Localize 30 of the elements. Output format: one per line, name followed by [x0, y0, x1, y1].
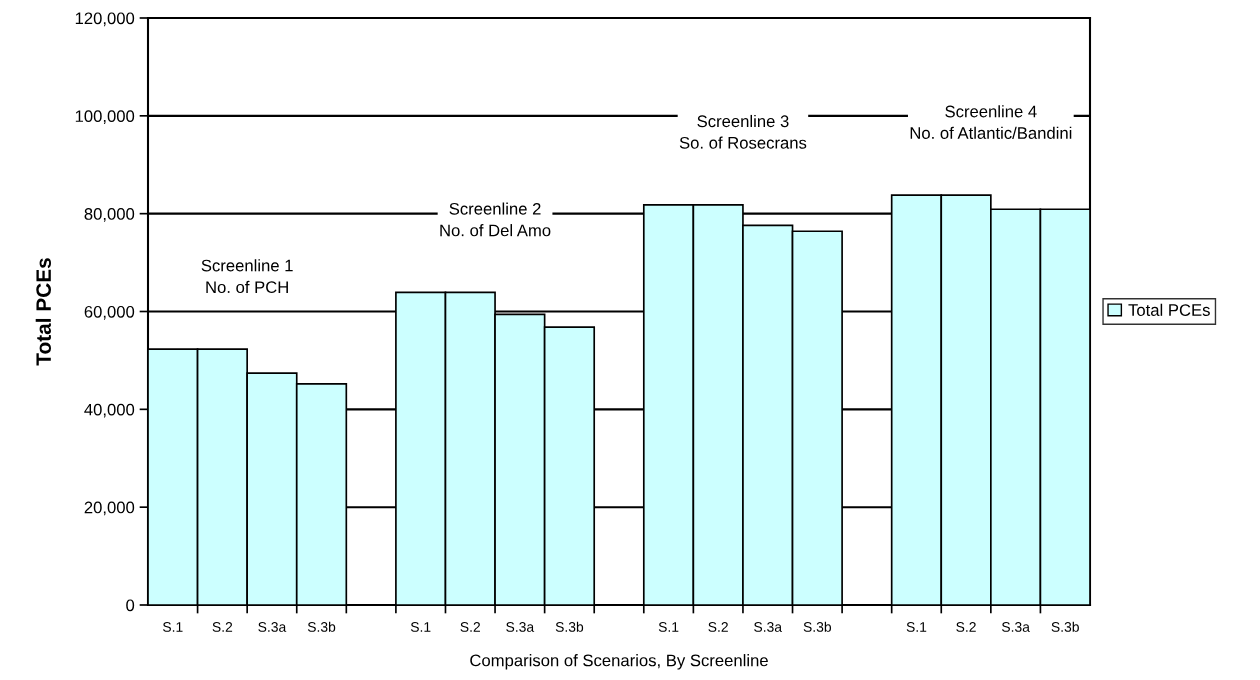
x-tick-label: S.1	[906, 622, 927, 632]
y-tick-label: 0	[126, 599, 135, 612]
x-tick-label: S.2	[956, 622, 976, 632]
x-tick-label: S.2	[460, 622, 480, 632]
x-tick-label: S.1	[163, 622, 183, 632]
annotation: Screenline 3 So. of Rosecrans	[679, 114, 807, 149]
x-tick-label: S.2	[708, 622, 728, 632]
annotation: Screenline 1 No. of PCH	[201, 259, 293, 294]
y-tick-label: 60,000	[84, 305, 135, 320]
y-axis-title: Total PCEs	[35, 258, 51, 366]
x-tick-label: S.3b	[803, 621, 832, 632]
x-tick-label: S.3a	[754, 622, 783, 632]
y-tick-label: 80,000	[84, 208, 135, 222]
x-tick-label: S.1	[658, 622, 679, 632]
y-tick-label: 120,000	[75, 12, 135, 27]
y-tick-label: 40,000	[84, 403, 135, 418]
y-tick-label: 20,000	[84, 501, 135, 516]
x-tick-label: S.3a	[1001, 622, 1030, 632]
x-tick-label: S.1	[410, 622, 431, 632]
annotation: Screenline 4 No. of Atlantic/Bandini	[910, 105, 1072, 139]
x-tick-label: S.3b	[307, 621, 336, 632]
x-tick-label: S.3b	[1051, 621, 1079, 632]
y-tick-label: 100,000	[75, 110, 135, 125]
x-tick-label: S.2	[212, 622, 233, 632]
annotation: Screenline 2 No. of Del Amo	[440, 202, 551, 237]
legend-label: Total PCEs	[1128, 303, 1210, 316]
x-tick-label: S.3b	[555, 621, 584, 632]
x-tick-label: S.3a	[258, 622, 287, 632]
x-axis-title: Comparison of Scenarios, By Screenline	[470, 654, 768, 670]
x-tick-label: S.3a	[506, 622, 535, 632]
